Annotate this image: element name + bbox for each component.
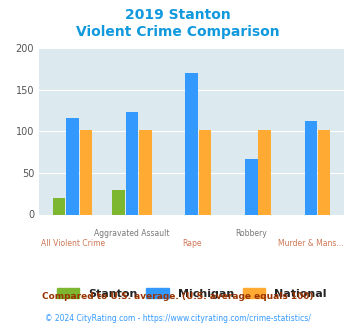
Bar [185,73,198,215]
Text: Aggravated Assault: Aggravated Assault [94,229,170,239]
Text: Robbery: Robbery [235,229,267,239]
Text: Murder & Mans...: Murder & Mans... [278,240,344,248]
Bar [258,130,271,214]
Bar [53,198,65,214]
Text: Violent Crime Comparison: Violent Crime Comparison [76,25,279,39]
Bar [305,121,317,214]
Text: Compared to U.S. average. (U.S. average equals 100): Compared to U.S. average. (U.S. average … [42,292,313,301]
Bar [199,130,211,214]
Bar [318,130,331,214]
Bar [80,130,92,214]
Text: Rape: Rape [182,240,201,248]
Bar [245,159,257,214]
Text: 2019 Stanton: 2019 Stanton [125,8,230,22]
Bar [126,112,138,214]
Bar [66,118,79,214]
Text: All Violent Crime: All Violent Crime [40,240,105,248]
Legend: Stanton, Michigan, National: Stanton, Michigan, National [54,285,330,302]
Bar [139,130,152,214]
Bar [113,190,125,215]
Text: © 2024 CityRating.com - https://www.cityrating.com/crime-statistics/: © 2024 CityRating.com - https://www.city… [45,314,310,323]
